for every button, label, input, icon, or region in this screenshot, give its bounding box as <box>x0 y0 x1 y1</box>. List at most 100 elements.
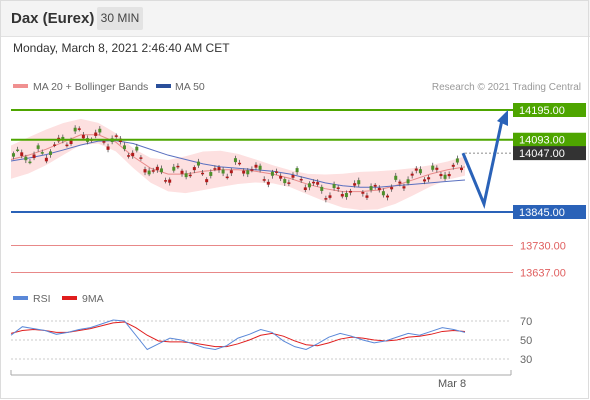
ma50-legend-label: MA 50 <box>175 81 205 93</box>
candle-body <box>275 171 279 173</box>
candle-body <box>336 187 340 190</box>
candle-body <box>192 167 196 171</box>
candle-body <box>344 193 348 198</box>
candle-body <box>28 161 32 164</box>
timeframe-badge[interactable]: 30 MIN <box>97 7 143 30</box>
candle-body <box>221 169 225 174</box>
candle-body <box>386 195 390 198</box>
candle-body <box>229 170 233 174</box>
candle-body <box>299 178 303 181</box>
resistance-level-tag <box>513 103 586 117</box>
candle-body <box>266 181 270 185</box>
candle-body <box>164 180 168 182</box>
candle-body <box>291 175 295 178</box>
ma50-legend-swatch <box>156 84 171 88</box>
rsi-tick-label: 50 <box>520 335 532 347</box>
candle-body <box>390 187 394 190</box>
candle-body <box>201 172 205 175</box>
candle-body <box>410 173 414 176</box>
instrument-title: Dax (Eurex) <box>11 10 95 27</box>
candle-body <box>369 186 373 191</box>
candle-body <box>155 166 159 171</box>
candle-body <box>69 140 73 145</box>
candle-body <box>431 165 435 170</box>
candle-body <box>254 164 258 168</box>
candle-body <box>270 171 274 176</box>
candle-body <box>312 181 316 184</box>
candle-body <box>423 179 427 182</box>
candle-body <box>340 194 344 197</box>
candle-body <box>196 161 200 166</box>
candle-body <box>102 141 106 143</box>
candle-body <box>357 180 361 185</box>
candle-body <box>373 184 377 187</box>
candle-body <box>447 174 451 177</box>
candle-body <box>16 149 20 152</box>
bollinger-band <box>11 118 465 211</box>
candle-body <box>246 170 250 175</box>
candle-body <box>159 168 163 173</box>
support-level-label: 13730.00 <box>520 241 566 253</box>
rsi-line <box>10 319 466 351</box>
candle-body <box>36 145 40 149</box>
candle-body <box>44 157 48 162</box>
candle-body <box>172 166 176 171</box>
current-price-label: 14047.00 <box>519 148 565 160</box>
candle-body <box>77 128 81 130</box>
candle-body <box>48 151 52 155</box>
candle-body <box>20 152 24 156</box>
candle-body <box>361 192 365 194</box>
candle-body <box>233 158 237 163</box>
candle-body <box>238 162 242 165</box>
candle-body <box>131 152 135 157</box>
candle-body <box>349 190 353 193</box>
candle-body <box>307 183 311 188</box>
timestamp: Monday, March 8, 2021 2:46:40 AM CET <box>13 41 230 55</box>
candle-body <box>53 144 57 146</box>
rsi-ma-legend-label: 9MA <box>82 293 104 305</box>
rsi-legend-label: RSI <box>33 293 51 305</box>
candle-body <box>213 168 217 170</box>
candle-body <box>451 164 455 167</box>
candle-body <box>283 179 287 184</box>
candle-body <box>188 174 192 177</box>
rsi-tick-label: 30 <box>520 354 532 366</box>
candle-body <box>40 152 44 154</box>
rsi-legend-swatch <box>13 296 28 300</box>
resistance-level-label: 14093.00 <box>519 135 565 147</box>
candle-body <box>209 172 213 176</box>
candle-body <box>24 156 28 161</box>
candle-body <box>65 144 69 147</box>
candle-body <box>414 168 418 171</box>
candle-body <box>73 127 77 132</box>
candle-body <box>303 187 307 191</box>
candle-body <box>114 135 118 137</box>
candle-body <box>81 134 85 139</box>
candle-body <box>398 181 402 184</box>
candle-body <box>332 184 336 189</box>
candle-body <box>365 195 369 198</box>
candle-body <box>439 174 443 177</box>
ma20-legend-swatch <box>13 84 28 88</box>
rsi-ma-legend-swatch <box>62 296 77 300</box>
resistance-level-label: 14195.00 <box>519 105 565 117</box>
candle-body <box>427 177 431 180</box>
candle-body <box>455 158 459 163</box>
candle-body <box>94 132 98 136</box>
candle-body <box>316 182 320 185</box>
candle-body <box>184 173 188 178</box>
candle-body <box>402 186 406 189</box>
candle-body <box>262 179 266 181</box>
resistance-level-tag <box>513 132 586 147</box>
candle-body <box>205 179 209 183</box>
candle-body <box>287 182 291 184</box>
candle-body <box>32 154 36 159</box>
candle-body <box>443 174 447 179</box>
candle-body <box>377 187 381 191</box>
candle-body <box>106 146 110 150</box>
candle-body <box>147 170 151 175</box>
candle-body <box>258 165 262 170</box>
candle-body <box>328 195 332 198</box>
ma20-legend-label: MA 20 + Bollinger Bands <box>33 81 148 93</box>
pivot-level-label: 13845.00 <box>519 207 565 219</box>
